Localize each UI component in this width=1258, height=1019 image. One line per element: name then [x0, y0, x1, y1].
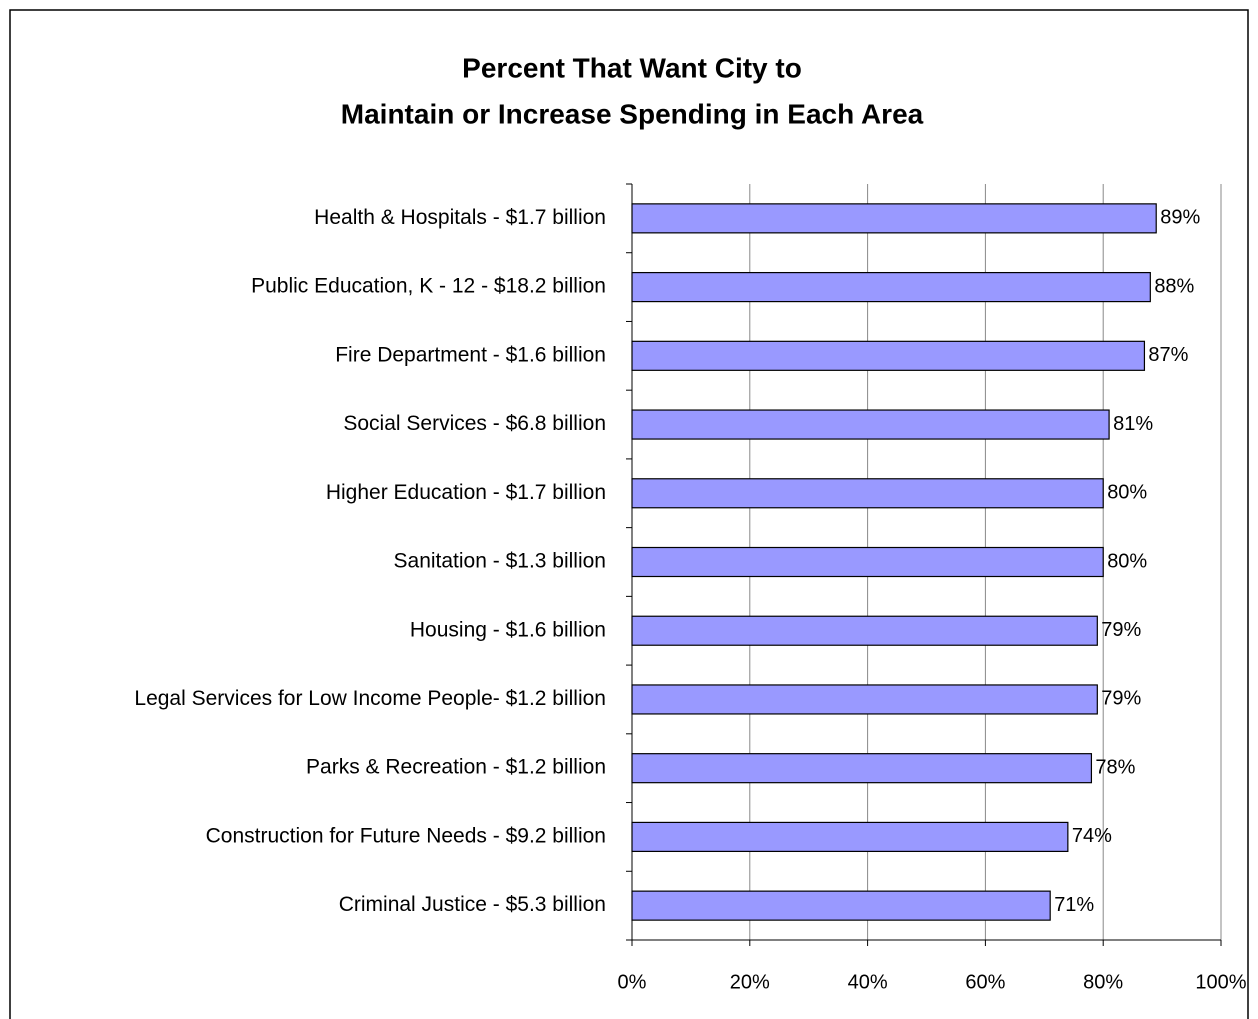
bar — [631, 409, 1110, 440]
x-tick-label: 40% — [848, 971, 888, 993]
y-tick-label: Legal Services for Low Income People- $1… — [134, 687, 606, 710]
value-label: 74% — [1072, 825, 1112, 847]
x-tick-label: 100% — [1195, 971, 1246, 993]
bar — [631, 890, 1051, 921]
y-tick-label: Sanitation - $1.3 billion — [394, 550, 606, 573]
y-tick-label: Construction for Future Needs - $9.2 bil… — [206, 824, 606, 847]
bar — [631, 478, 1104, 509]
x-tick-label: 60% — [965, 971, 1005, 993]
bar — [631, 821, 1069, 853]
y-tick-label: Criminal Justice - $5.3 billion — [339, 893, 606, 916]
value-label: 89% — [1160, 207, 1200, 229]
x-tick-label: 80% — [1083, 971, 1123, 993]
value-label: 80% — [1107, 482, 1147, 504]
bar — [631, 546, 1104, 578]
y-tick-label: Health & Hospitals - $1.7 billion — [314, 206, 606, 229]
y-tick-label: Higher Education - $1.7 billion — [326, 481, 606, 504]
chart-title: Maintain or Increase Spending in Each Ar… — [341, 98, 924, 129]
value-label: 87% — [1148, 344, 1188, 366]
y-tick-label: Social Services - $6.8 billion — [343, 412, 606, 435]
bar — [631, 684, 1098, 715]
bar — [631, 271, 1151, 303]
y-tick-label: Public Education, K - 12 - $18.2 billion — [251, 275, 606, 298]
value-label: 88% — [1154, 275, 1194, 297]
bar — [631, 340, 1146, 371]
bar — [631, 615, 1098, 646]
value-label: 81% — [1113, 413, 1153, 435]
value-label: 71% — [1054, 894, 1094, 916]
chart-frame — [9, 9, 1249, 1019]
y-tick-label: Fire Department - $1.6 billion — [335, 343, 606, 366]
value-label: 79% — [1101, 688, 1141, 710]
value-label: 78% — [1095, 756, 1135, 778]
chart-title: Percent That Want City to — [462, 52, 802, 83]
y-tick-label: Parks & Recreation - $1.2 billion — [306, 756, 606, 779]
bar — [631, 753, 1093, 784]
value-label: 80% — [1107, 550, 1147, 572]
x-tick-label: 0% — [618, 971, 647, 993]
value-label: 79% — [1101, 619, 1141, 641]
bar — [631, 203, 1157, 234]
y-tick-label: Housing - $1.6 billion — [410, 618, 606, 641]
x-tick-label: 20% — [730, 971, 770, 993]
